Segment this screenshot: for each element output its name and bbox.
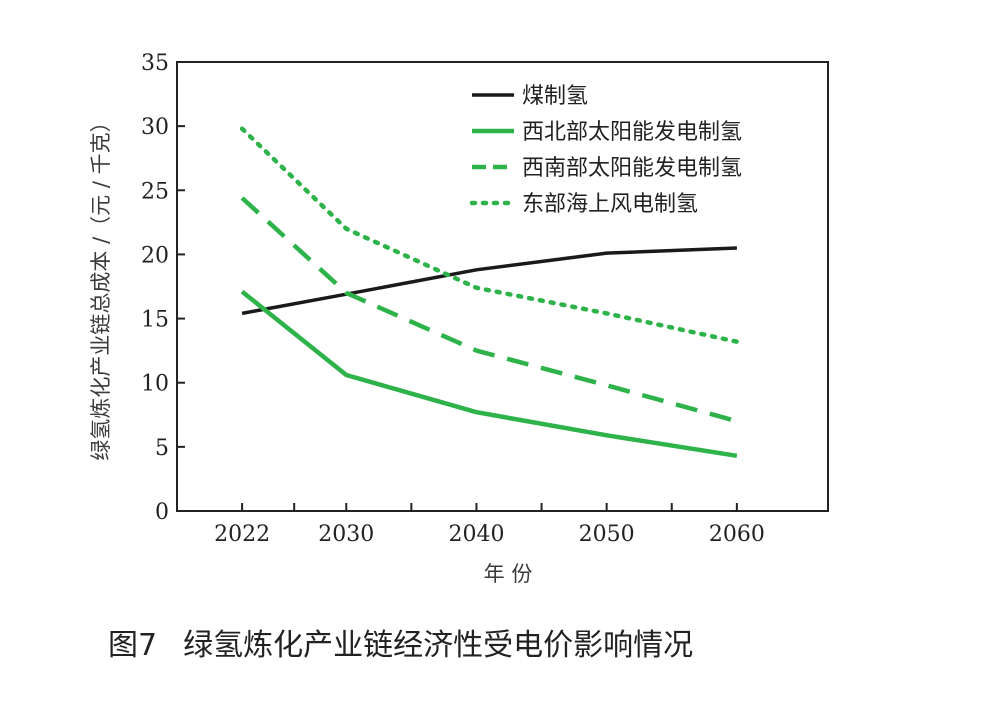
x-tick-label: 2030: [318, 522, 374, 547]
y-tick-label: 20: [141, 243, 169, 268]
legend-label-2: 西北部太阳能发电制氢: [522, 120, 742, 145]
x-tick-label: 2022: [214, 522, 270, 547]
series-lines: [239, 126, 740, 459]
x-axis-title: 年 份: [484, 562, 533, 586]
series-line-2: [240, 289, 738, 459]
y-tick-label: 35: [141, 51, 169, 76]
series-line-3: [240, 196, 738, 424]
y-tick-label: 15: [141, 308, 169, 333]
figure-number: 图7: [108, 628, 158, 663]
x-tick-label: 2040: [448, 522, 504, 547]
x-tick-label: 2050: [579, 522, 635, 547]
plot-area-frame: [176, 61, 829, 512]
figure-caption: 图7 绿氢炼化产业链经济性受电价影响情况: [108, 620, 693, 664]
y-tick-label: 30: [141, 115, 169, 140]
y-tick-label: 0: [155, 500, 169, 525]
x-axis: 2022 2030 2040 2050 2060: [214, 503, 765, 547]
y-tick-label: 10: [141, 372, 169, 397]
series-line-4: [239, 126, 740, 344]
legend-label-4: 东部海上风电制氢: [522, 192, 698, 217]
figure-caption-text: 绿氢炼化产业链经济性受电价影响情况: [183, 628, 694, 663]
y-axis: 0 5 10 15 20 25 30 35: [141, 51, 185, 525]
line-chart: 0 5 10 15 20 25 30 35 2022 2030 2040 2050 2060 煤制氢西…: [89, 51, 829, 586]
legend-label-3: 西南部太阳能发电制氢: [522, 156, 742, 181]
series-line-1: [241, 246, 737, 316]
y-tick-label: 5: [155, 436, 169, 461]
legend-label-1: 煤制氢: [522, 84, 588, 109]
y-axis-title: 绿氢炼化产业链总成本 /（元 / 千克）: [89, 111, 113, 460]
y-tick-label: 25: [141, 179, 169, 204]
x-tick-label: 2060: [709, 522, 765, 547]
